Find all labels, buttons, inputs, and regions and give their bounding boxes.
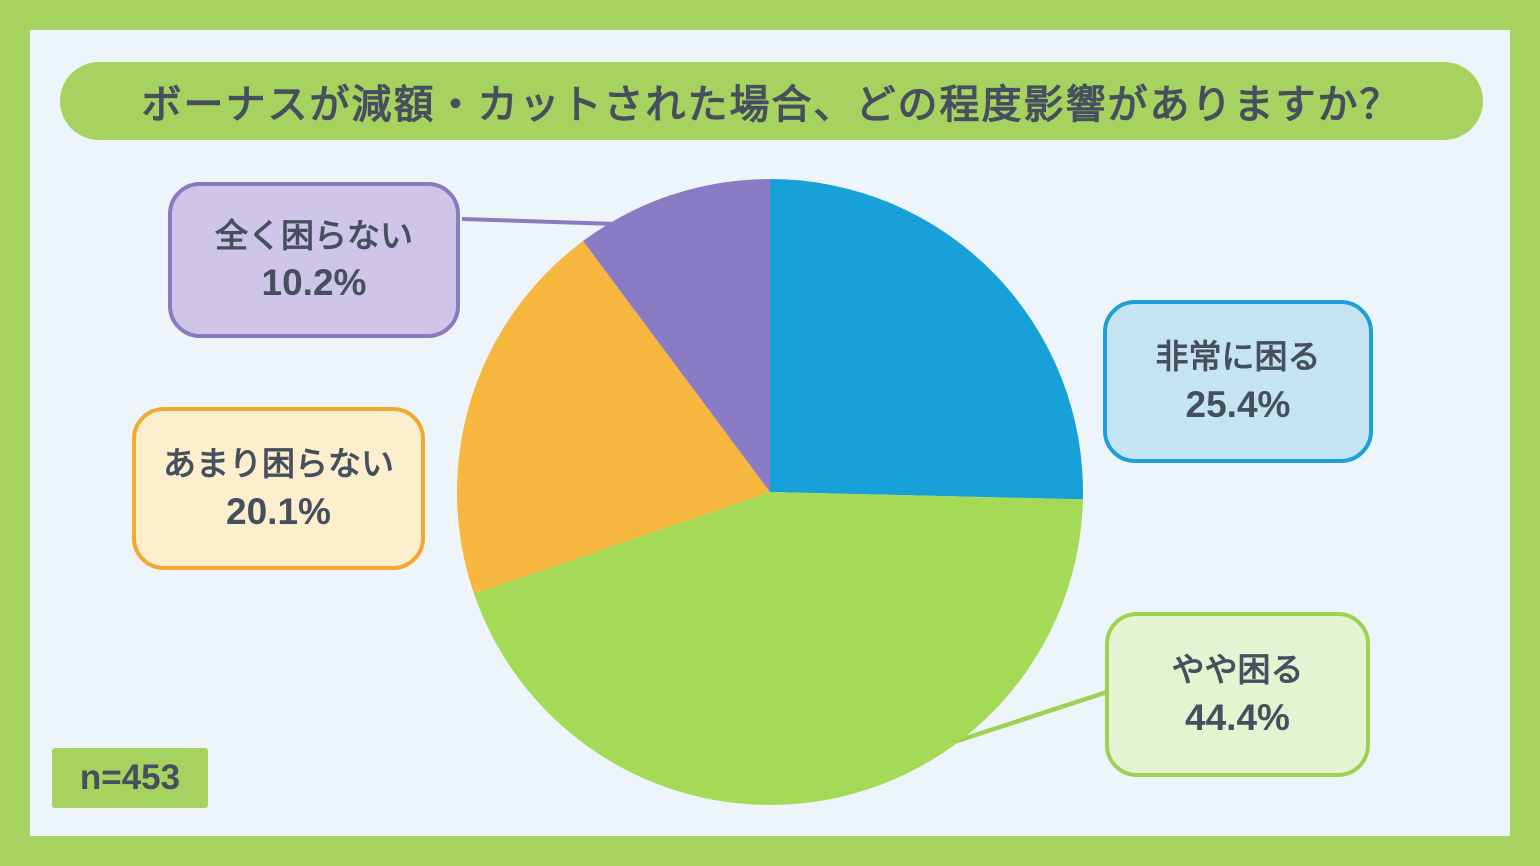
callout-not-very-troubled: あまり困らない 20.1% [132,407,425,570]
leader-line-somewhat-troubled [947,689,1108,747]
sample-size-badge: n=453 [52,748,208,808]
leader-line-not-troubled-at-all [461,217,617,226]
callout-percentage: 20.1% [226,490,331,532]
callout-percentage: 25.4% [1185,383,1291,425]
pie-slice-2 [474,492,1083,805]
pie-slice-4 [583,179,770,492]
callout-not-troubled-at-all: 全く困らない 10.2% [168,182,460,338]
callout-somewhat-troubled: やや困る 44.4% [1105,612,1370,777]
callout-percentage: 44.4% [1185,696,1290,738]
callout-label: 非常に困る [1155,338,1321,376]
callout-label: あまり困らない [163,445,394,483]
callout-percentage: 10.2% [261,262,367,304]
callout-label: 全く困らない [215,216,413,254]
pie-slice-1 [770,179,1083,500]
callout-very-troubled: 非常に困る 25.4% [1103,300,1373,463]
pie-slice-3 [457,240,770,594]
callout-label: やや困る [1171,651,1304,689]
chart-title: ボーナスが減額・カットされた場合、どの程度影響がありますか？ [60,62,1483,140]
